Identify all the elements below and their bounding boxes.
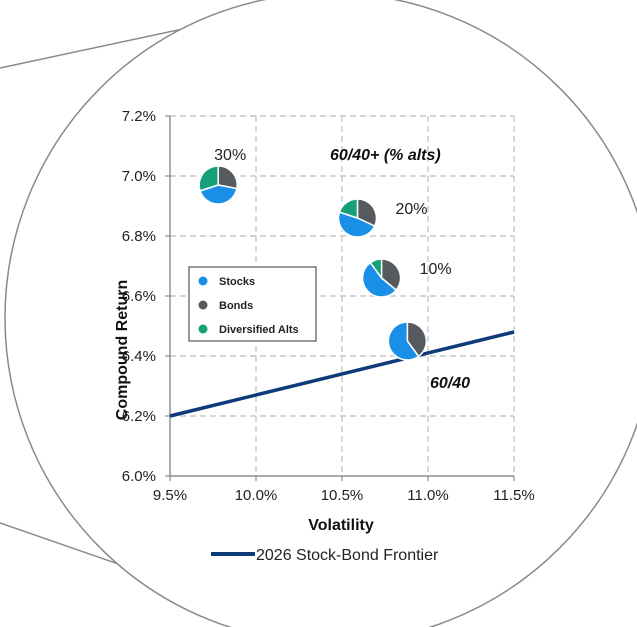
y-tick-label: 6.2% <box>122 408 156 425</box>
legend-label-bonds: Bonds <box>219 300 253 312</box>
x-axis-title: Volatility <box>308 517 374 534</box>
x-tick-label: 10.5% <box>321 487 364 504</box>
pie-slice-stocks <box>361 261 398 298</box>
y-tick-label: 7.0% <box>122 168 156 185</box>
y-tick-label: 6.8% <box>122 228 156 245</box>
legend-label-alts: Diversified Alts <box>219 324 299 336</box>
series-legend: 2026 Stock-Bond Frontier <box>211 547 439 564</box>
y-tick-label: 7.2% <box>122 108 156 125</box>
portfolio-pies: 10% 20% 30% <box>198 147 452 361</box>
magnifier-circle <box>4 0 637 627</box>
legend-marker-alts <box>198 324 208 334</box>
pie-slice-bonds <box>406 321 428 358</box>
pie-slice-alts <box>369 258 383 281</box>
legend-label-stocks: Stocks <box>219 276 255 288</box>
pie-slice-stocks <box>337 211 376 238</box>
series-legend-label: 2026 Stock-Bond Frontier <box>256 547 439 564</box>
pie-slice-stocks <box>199 184 238 205</box>
legend-marker-bonds <box>198 300 208 310</box>
frontier-line <box>169 330 515 418</box>
pie-legend: Stocks Bonds Diversified Alts <box>188 266 317 342</box>
axes: 9.5% 10.0% 10.5% 11.0% 11.5% 6.0% 6.2% 6.4% 6.6%… <box>122 108 535 504</box>
pie-legend-box <box>188 266 317 342</box>
y-axis-title: Compound Return <box>114 280 131 420</box>
base-annotation: 60/40 <box>430 375 470 392</box>
pie-label: 20% <box>395 201 427 218</box>
pie-slice-bonds <box>217 165 238 190</box>
y-tick-label: 6.6% <box>122 288 156 305</box>
pie-label: 10% <box>420 261 452 278</box>
x-tick-label: 10.0% <box>235 487 278 504</box>
pie-slice-bonds <box>356 198 378 228</box>
x-tick-label: 9.5% <box>153 487 187 504</box>
pie-slice-alts <box>338 198 359 220</box>
pie-slice-stocks <box>387 321 420 361</box>
pie-slice-bonds <box>380 258 402 292</box>
y-tick-label: 6.0% <box>122 468 156 485</box>
x-tick-label: 11.5% <box>493 487 534 504</box>
frontier-series <box>169 330 515 418</box>
alts-annotation: 60/40+ (% alts) <box>330 147 441 164</box>
x-tick-label: 11.0% <box>407 487 448 504</box>
y-tick-label: 6.4% <box>122 348 156 365</box>
pie-slice-alts <box>198 165 219 192</box>
legend-marker-stocks <box>198 276 208 286</box>
pie-label: 30% <box>214 147 246 164</box>
